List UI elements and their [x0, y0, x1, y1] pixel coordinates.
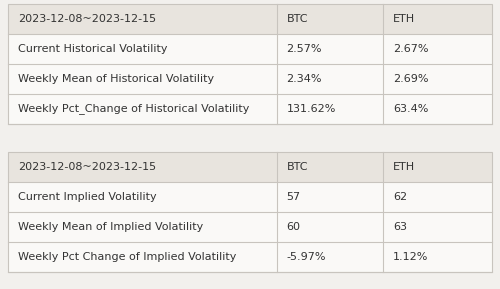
Text: 2.67%: 2.67% — [393, 44, 428, 54]
Text: Weekly Pct_Change of Historical Volatility: Weekly Pct_Change of Historical Volatili… — [18, 103, 250, 114]
Bar — [8, 64, 492, 94]
Text: BTC: BTC — [286, 162, 308, 172]
Bar — [8, 4, 492, 34]
Text: 2.57%: 2.57% — [286, 44, 322, 54]
Text: 2.69%: 2.69% — [393, 74, 428, 84]
Bar — [8, 152, 492, 182]
Bar — [8, 212, 492, 242]
Text: 63.4%: 63.4% — [393, 104, 428, 114]
Text: Current Historical Volatility: Current Historical Volatility — [18, 44, 168, 54]
Text: 131.62%: 131.62% — [286, 104, 336, 114]
Bar — [8, 152, 492, 272]
Text: Current Implied Volatility: Current Implied Volatility — [18, 192, 156, 202]
Text: ETH: ETH — [393, 162, 415, 172]
Text: 57: 57 — [286, 192, 300, 202]
Bar — [8, 94, 492, 124]
Text: BTC: BTC — [286, 14, 308, 24]
Text: 2023-12-08~2023-12-15: 2023-12-08~2023-12-15 — [18, 162, 156, 172]
Text: Weekly Pct Change of Implied Volatility: Weekly Pct Change of Implied Volatility — [18, 252, 236, 262]
Text: ETH: ETH — [393, 14, 415, 24]
Text: 2.34%: 2.34% — [286, 74, 322, 84]
Text: Weekly Mean of Implied Volatility: Weekly Mean of Implied Volatility — [18, 222, 203, 232]
Text: 60: 60 — [286, 222, 300, 232]
Text: 63: 63 — [393, 222, 407, 232]
Bar — [8, 182, 492, 212]
Text: -5.97%: -5.97% — [286, 252, 326, 262]
Bar — [8, 4, 492, 124]
Text: Weekly Mean of Historical Volatility: Weekly Mean of Historical Volatility — [18, 74, 214, 84]
Bar — [8, 242, 492, 272]
Bar — [8, 34, 492, 64]
Text: 1.12%: 1.12% — [393, 252, 428, 262]
Text: 62: 62 — [393, 192, 407, 202]
Text: 2023-12-08~2023-12-15: 2023-12-08~2023-12-15 — [18, 14, 156, 24]
